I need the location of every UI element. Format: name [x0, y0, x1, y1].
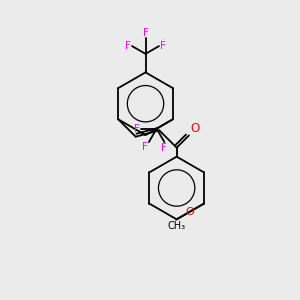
- Text: F: F: [125, 41, 131, 51]
- Text: O: O: [185, 207, 194, 217]
- Text: F: F: [142, 28, 148, 38]
- Text: F: F: [134, 124, 140, 134]
- Text: F: F: [161, 143, 167, 153]
- Text: CH₃: CH₃: [167, 221, 185, 231]
- Text: F: F: [142, 142, 148, 152]
- Text: F: F: [160, 41, 166, 51]
- Text: O: O: [190, 122, 199, 135]
